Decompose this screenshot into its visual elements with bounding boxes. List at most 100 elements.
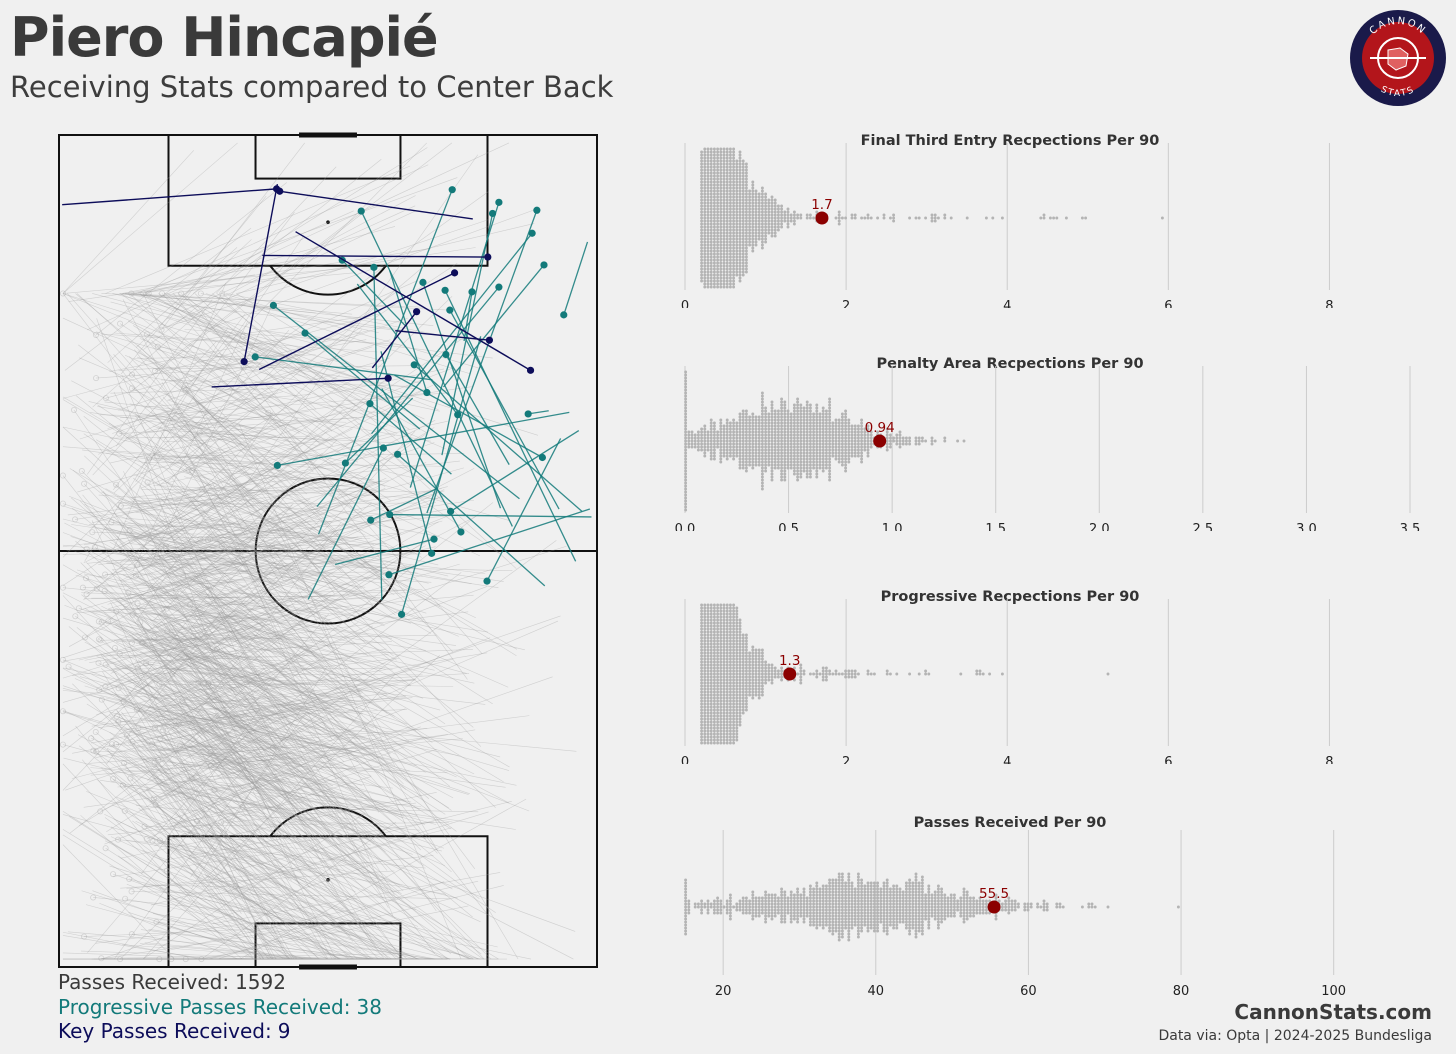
swarm-dot xyxy=(796,448,800,452)
swarm-dot xyxy=(703,624,707,628)
received-pass-line xyxy=(128,480,382,542)
swarm-dot xyxy=(850,445,854,449)
swarm-dot xyxy=(812,460,816,464)
swarm-dot xyxy=(722,660,726,664)
swarm-dot xyxy=(760,481,764,485)
received-pass-line xyxy=(184,430,302,459)
swarm-dot xyxy=(728,201,732,205)
swarm-dot xyxy=(828,397,832,401)
swarm-dot xyxy=(722,231,726,235)
swarm-dot xyxy=(732,252,736,256)
received-pass-line xyxy=(113,313,246,491)
swarm-dot xyxy=(725,180,729,184)
swarm-dot xyxy=(725,911,729,915)
swarm-dot xyxy=(732,642,736,646)
swarm-dot xyxy=(735,618,739,622)
swarm-dot xyxy=(818,433,822,437)
tick-label: 2.5 xyxy=(1193,522,1214,531)
swarm-dot xyxy=(703,207,707,211)
received-pass-line xyxy=(139,943,321,960)
received-pass-marker xyxy=(152,801,159,808)
swarm-dot xyxy=(700,669,704,673)
swarm-dot xyxy=(700,672,704,676)
swarm-dot xyxy=(796,899,800,903)
swarm-dot xyxy=(831,932,835,936)
swarm-dot xyxy=(719,636,723,640)
swarm-dot xyxy=(831,890,835,894)
swarm-dot xyxy=(898,920,902,924)
swarm-dot xyxy=(776,439,780,443)
received-pass-line xyxy=(145,338,374,606)
swarm-dot xyxy=(728,180,732,184)
swarm-dot xyxy=(703,424,707,428)
swarm-dot xyxy=(703,150,707,154)
swarm-dot xyxy=(712,630,716,634)
received-pass-line xyxy=(83,573,331,620)
swarm-dot xyxy=(712,282,716,286)
received-pass-line xyxy=(101,953,400,959)
swarm-dot xyxy=(725,282,729,286)
swarm-dot xyxy=(792,421,796,425)
swarm-dot xyxy=(853,445,857,449)
received-pass-line xyxy=(91,683,399,744)
tick-label: 100 xyxy=(1321,984,1346,999)
swarm-dot xyxy=(856,935,860,939)
progressive-pass-end xyxy=(524,410,532,418)
received-pass-line xyxy=(108,620,441,711)
swarm-dot xyxy=(754,192,758,196)
swarm-dot xyxy=(728,183,732,187)
received-pass-line xyxy=(149,710,482,955)
swarm-dot xyxy=(866,905,870,909)
swarm-dot xyxy=(732,246,736,250)
swarm-dot xyxy=(722,729,726,733)
swarm-dot xyxy=(738,159,742,163)
swarm-dot xyxy=(770,472,774,476)
swarm-dot xyxy=(757,666,761,670)
received-pass-line xyxy=(138,700,350,729)
swarm-dot xyxy=(885,442,889,446)
swarm-dot xyxy=(834,887,838,891)
received-pass-line xyxy=(198,715,530,758)
swarm-dot xyxy=(853,911,857,915)
received-pass-line xyxy=(67,931,379,960)
swarm-dot xyxy=(901,917,905,921)
swarm-dot xyxy=(760,189,764,193)
swarm-dot xyxy=(719,159,723,163)
swarm-dot xyxy=(725,642,729,646)
received-pass-marker xyxy=(116,430,123,437)
swarm-dot xyxy=(712,243,716,247)
swarm-dot xyxy=(770,669,774,673)
swarm-dot xyxy=(882,899,886,903)
swarm-dot xyxy=(741,639,745,643)
received-pass-marker xyxy=(59,472,66,479)
swarm-dot xyxy=(716,285,720,289)
swarm-dot xyxy=(853,424,857,428)
swarm-dot xyxy=(725,657,729,661)
swarm-dot xyxy=(767,672,771,676)
swarm-dot xyxy=(722,678,726,682)
received-pass-marker xyxy=(198,956,205,963)
received-pass-line xyxy=(96,656,292,724)
received-pass-line xyxy=(166,503,294,659)
swarm-dot xyxy=(943,436,947,440)
swarm-dot xyxy=(712,156,716,160)
swarm-dot xyxy=(738,192,742,196)
received-pass-line xyxy=(171,537,446,725)
swarm-dot xyxy=(744,249,748,253)
swarm-dot xyxy=(844,881,848,885)
received-pass-line xyxy=(132,820,329,952)
received-pass-line xyxy=(173,412,481,557)
swarm-dot xyxy=(703,642,707,646)
swarm-dot xyxy=(818,463,822,467)
swarm-dot xyxy=(693,445,697,449)
swarm-dot xyxy=(818,457,822,461)
swarm-dot xyxy=(728,258,732,262)
received-pass-line xyxy=(146,483,379,568)
swarm-dot xyxy=(709,424,713,428)
swarm-dot xyxy=(760,219,764,223)
swarm-dot xyxy=(847,932,851,936)
received-pass-line xyxy=(257,795,574,960)
swarm-dot xyxy=(780,213,784,217)
swarm-dot xyxy=(856,881,860,885)
received-pass-line xyxy=(204,874,350,960)
